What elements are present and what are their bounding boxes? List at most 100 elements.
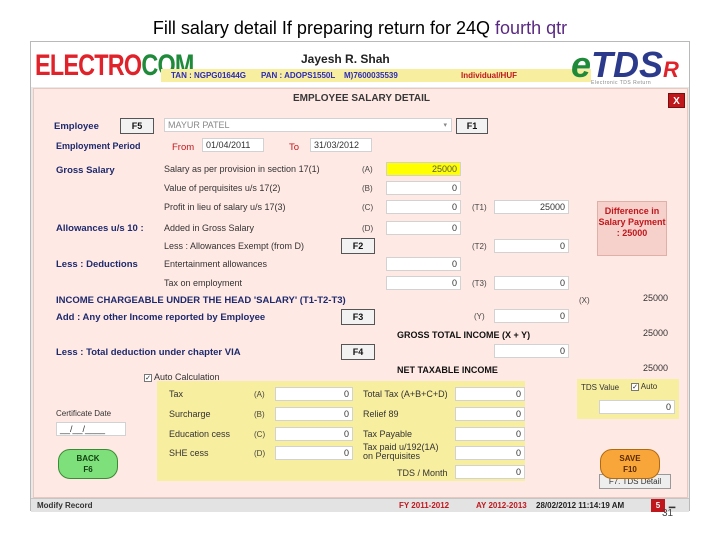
financial-year: FY 2011-2012 <box>399 501 450 510</box>
allowances-exempt-label: Less : Allowances Exempt (from D) <box>164 241 305 251</box>
save-button[interactable]: SAVE F10 <box>600 449 660 479</box>
tax-paid-perquisites-label: Tax paid u/192(1A) on Perquisites <box>363 442 439 461</box>
tds-month-input[interactable]: 0 <box>455 465 525 479</box>
mark-x: (X) <box>579 296 590 305</box>
save-button-label: SAVE <box>619 454 641 463</box>
employee-name: MAYUR PATEL <box>168 120 230 130</box>
auto-calc-checkbox[interactable]: ✓ Auto Calculation <box>144 372 220 382</box>
mark-a: (A) <box>362 165 373 174</box>
profit-in-lieu-input[interactable]: 0 <box>386 200 461 214</box>
record-mode: Modify Record <box>37 501 93 510</box>
mark-b: (B) <box>362 184 373 193</box>
mark-c: (C) <box>362 203 374 212</box>
tax-employment-label: Tax on employment <box>164 278 243 288</box>
close-button[interactable]: X <box>668 93 685 108</box>
save-button-key: F10 <box>623 465 637 474</box>
employee-f5-button[interactable]: F5 <box>120 118 154 134</box>
tds-value-input[interactable]: 0 <box>599 400 675 414</box>
etdsr-logo: eTDSR <box>571 44 679 85</box>
gross-total-value: 25000 <box>642 328 668 338</box>
app-header: ELECTROCOM Jayesh R. Shah TAN : NGPG0164… <box>31 42 689 87</box>
via-deduction-label: Less : Total deduction under chapter VIA <box>56 347 241 358</box>
tax-mark-c: (C) <box>254 430 266 439</box>
certificate-date-input[interactable]: __/__/____ <box>56 422 126 436</box>
electrocom-logo: ELECTROCOM <box>35 49 194 82</box>
perquisites-input[interactable]: 0 <box>386 181 461 195</box>
checkmark-icon: ✓ <box>144 373 152 382</box>
salary-detail-panel: EMPLOYEE SALARY DETAIL X Employee F5 MAY… <box>33 88 688 498</box>
tax-employment-input[interactable]: 0 <box>386 276 461 290</box>
back-button[interactable]: BACK F6 <box>58 449 118 479</box>
gross-salary-heading: Gross Salary <box>56 165 115 176</box>
back-button-key: F6 <box>83 465 93 474</box>
etdsr-tagline: Electronic TDS Return <box>591 80 652 86</box>
tax-payable-input[interactable]: 0 <box>455 427 525 441</box>
tax-mark-b: (B) <box>254 410 265 419</box>
identity-bar: TAN : NGPG01644G PAN : ADOPS1550L M)7600… <box>161 69 591 82</box>
entertainment-input[interactable]: 0 <box>386 257 461 271</box>
she-cess-label: SHE cess <box>169 448 209 458</box>
mark-t3: (T3) <box>472 279 487 288</box>
mark-t1: (T1) <box>472 203 487 212</box>
other-income-label: Add : Any other Income reported by Emplo… <box>56 312 266 323</box>
salary-17-1-label: Salary as per provision in section 17(1) <box>164 164 320 174</box>
record-counter: 5 <box>651 499 665 512</box>
other-income-f3-button[interactable]: F3 <box>341 309 375 325</box>
dropdown-arrow-icon: ▾ <box>443 122 447 129</box>
tax-mark-a: (A) <box>254 390 265 399</box>
allowances-f2-button[interactable]: F2 <box>341 238 375 254</box>
to-date-input[interactable]: 31/03/2012 <box>310 138 372 152</box>
mark-y: (Y) <box>474 312 485 321</box>
tds-auto-label: Auto <box>640 382 658 391</box>
t2-total-field: 0 <box>494 239 569 253</box>
tax-paid-perquisites-input[interactable]: 0 <box>455 446 525 460</box>
certificate-date-label: Certificate Date <box>56 409 112 418</box>
mark-d: (D) <box>362 224 374 233</box>
date-time: 28/02/2012 11:14:19 AM <box>536 501 625 510</box>
education-cess-label: Education cess <box>169 429 231 439</box>
status-bar: Modify Record FY 2011-2012 AY 2012-2013 … <box>31 498 689 512</box>
added-gross-input[interactable]: 0 <box>386 221 461 235</box>
tan-number: TAN : NGPG01644G <box>171 71 246 80</box>
back-button-label: BACK <box>76 454 100 463</box>
relief-89-input[interactable]: 0 <box>455 407 525 421</box>
income-chargeable-value: 25000 <box>642 293 668 303</box>
tax-payable-label: Tax Payable <box>363 429 413 439</box>
education-cess-input[interactable]: 0 <box>275 427 353 441</box>
allowances-heading: Allowances u/s 10 : <box>56 223 144 234</box>
from-date-input[interactable]: 01/04/2011 <box>202 138 264 152</box>
gross-total-label: GROSS TOTAL INCOME (X + Y) <box>397 330 531 340</box>
minimize-icon[interactable]: ▁ <box>669 499 676 508</box>
via-f4-button[interactable]: F4 <box>341 344 375 360</box>
tax-input[interactable]: 0 <box>275 387 353 401</box>
user-name: Jayesh R. Shah <box>301 52 390 66</box>
total-tax-input[interactable]: 0 <box>455 387 525 401</box>
employee-select[interactable]: MAYUR PATEL ▾ <box>164 118 452 132</box>
income-chargeable-label: INCOME CHARGEABLE UNDER THE HEAD 'SALARY… <box>56 295 346 306</box>
t3-total-field: 0 <box>494 276 569 290</box>
net-taxable-label: NET TAXABLE INCOME <box>397 365 498 375</box>
checkmark-icon: ✓ <box>631 382 639 391</box>
to-label: To <box>289 142 300 153</box>
assessee-status: Individual/HUF <box>461 71 517 80</box>
tds-auto-checkbox[interactable]: ✓ Auto <box>631 382 657 391</box>
less-deductions-heading: Less : Deductions <box>56 259 138 270</box>
auto-calc-label: Auto Calculation <box>154 372 220 382</box>
salary-17-1-input[interactable]: 25000 <box>386 162 461 176</box>
pan-number: PAN : ADOPS1550L <box>261 71 336 80</box>
t1-total-field: 25000 <box>494 200 569 214</box>
other-income-value: 0 <box>494 309 569 323</box>
surcharge-input[interactable]: 0 <box>275 407 353 421</box>
employment-period-label: Employment Period <box>56 141 141 151</box>
surcharge-label: Surcharge <box>169 409 211 419</box>
panel-title: EMPLOYEE SALARY DETAIL <box>292 93 431 104</box>
difference-in-salary-box: Difference in Salary Payment : 25000 <box>597 201 667 256</box>
via-deduction-value: 0 <box>494 344 569 358</box>
tax-label: Tax <box>169 389 184 399</box>
she-cess-input[interactable]: 0 <box>275 446 353 460</box>
employee-f1-button[interactable]: F1 <box>456 118 488 134</box>
tds-value-label: TDS Value <box>581 383 620 392</box>
added-gross-label: Added in Gross Salary <box>164 223 255 233</box>
page-number: 31 <box>662 508 674 519</box>
relief-89-label: Relief 89 <box>363 409 399 419</box>
